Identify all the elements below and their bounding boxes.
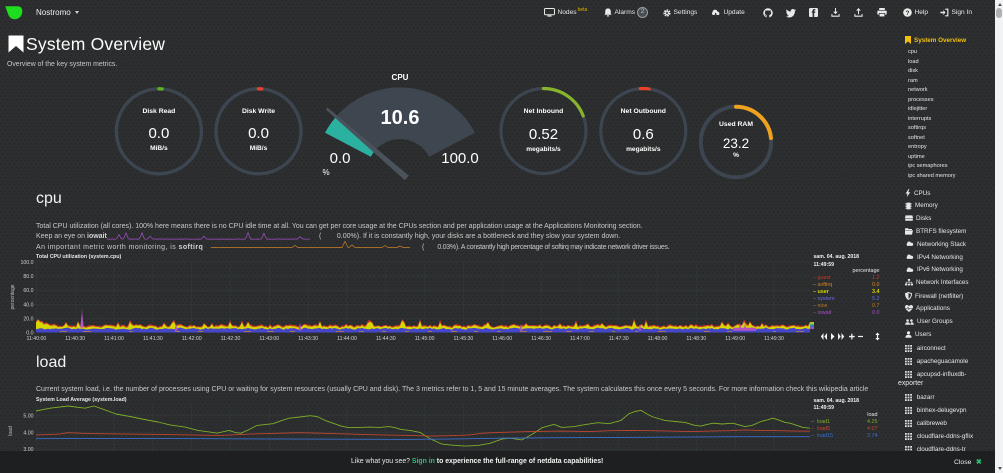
svg-text:0.0: 0.0 — [26, 331, 33, 337]
svg-text:11:42:00: 11:42:00 — [182, 336, 202, 342]
svg-text:11:41:30: 11:41:30 — [143, 336, 163, 342]
svg-text:11:43:00: 11:43:00 — [259, 336, 279, 342]
svg-text:40.0: 40.0 — [23, 302, 33, 308]
svg-text:?: ? — [906, 10, 910, 17]
svg-text:11:48:00: 11:48:00 — [648, 336, 668, 342]
svg-text:11:46:00: 11:46:00 — [492, 336, 512, 342]
svg-text:5.00: 5.00 — [23, 414, 33, 420]
svg-text:11:40:00: 11:40:00 — [26, 336, 46, 342]
svg-text:80.0: 80.0 — [23, 274, 33, 280]
svg-text:100.0: 100.0 — [21, 260, 34, 266]
svg-text:11:49:30: 11:49:30 — [764, 336, 784, 342]
svg-text:4.00: 4.00 — [23, 430, 33, 436]
svg-text:11:41:00: 11:41:00 — [104, 336, 124, 342]
svg-text:3.00: 3.00 — [23, 447, 33, 453]
svg-text:11:47:30: 11:47:30 — [609, 336, 629, 342]
svg-text:11:43:30: 11:43:30 — [298, 336, 318, 342]
svg-text:11:48:30: 11:48:30 — [686, 336, 706, 342]
svg-text:11:45:00: 11:45:00 — [415, 336, 435, 342]
svg-text:11:47:00: 11:47:00 — [570, 336, 590, 342]
svg-text:11:40:30: 11:40:30 — [65, 336, 85, 342]
svg-text:11:44:00: 11:44:00 — [337, 336, 357, 342]
svg-text:11:46:30: 11:46:30 — [531, 336, 551, 342]
svg-text:11:45:30: 11:45:30 — [453, 336, 473, 342]
svg-text:11:49:00: 11:49:00 — [725, 336, 745, 342]
svg-text:11:42:30: 11:42:30 — [221, 336, 241, 342]
svg-text:20.0: 20.0 — [23, 316, 33, 322]
svg-text:60.0: 60.0 — [23, 288, 33, 294]
svg-text:11:44:30: 11:44:30 — [376, 336, 396, 342]
